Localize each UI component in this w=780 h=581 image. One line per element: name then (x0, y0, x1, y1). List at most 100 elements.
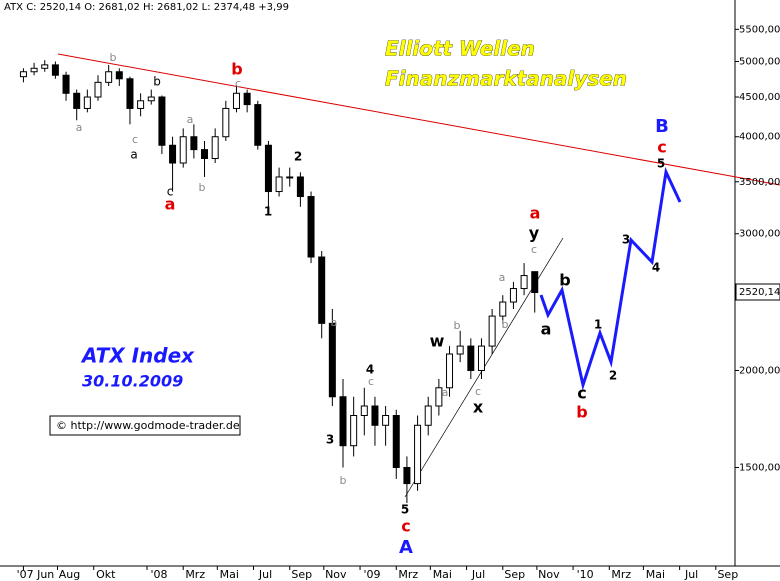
wave-label: b (199, 181, 206, 194)
candle-body (488, 315, 496, 347)
candle-body (531, 271, 539, 294)
x-tick-label: Mrz (398, 568, 418, 581)
candle-body (360, 405, 368, 417)
x-tick-label: Nov (325, 568, 347, 581)
candle-body (318, 256, 326, 324)
wave-label: 2 (294, 150, 302, 164)
x-tick-label: Sep (504, 568, 525, 581)
candle-body (371, 405, 379, 426)
candle-body (147, 96, 155, 102)
last-price-label: 2520,14 (739, 287, 780, 298)
wave-label: a (165, 195, 176, 214)
candle-body (509, 288, 517, 303)
wave-label: b (153, 75, 161, 89)
wave-label: a (530, 204, 541, 223)
x-tick-label: Okt (96, 568, 116, 581)
y-tick-label: 3000,00 (739, 229, 780, 240)
candle-body (83, 96, 91, 109)
x-tick-label: Mrz (185, 568, 205, 581)
candle-body (158, 96, 166, 146)
wave-label: 3 (622, 233, 630, 247)
wave-label: x (473, 398, 484, 417)
candle-body (477, 345, 485, 371)
x-tick-label: '07 Jun (17, 568, 55, 581)
candle-body (499, 301, 507, 317)
wave-label: c (235, 77, 241, 90)
wave-label: b (502, 318, 509, 331)
wave-label: c (401, 517, 410, 536)
candle-body (382, 415, 390, 426)
x-tick-label: '09 (364, 568, 381, 581)
candle-body (392, 415, 400, 468)
wave-label: a (499, 271, 506, 284)
x-tick-label: Nov (538, 568, 560, 581)
candle-body (51, 64, 59, 76)
wave-label: A (399, 537, 413, 558)
candle-body (254, 104, 262, 146)
x-tick-label: Jul (471, 568, 485, 581)
candle-body (201, 149, 209, 159)
candle-body (30, 67, 38, 73)
wave-label: c (577, 384, 586, 403)
candle-body (467, 345, 475, 371)
wave-label: 5 (401, 503, 409, 517)
candle-body (307, 196, 315, 258)
candle-body (275, 176, 283, 193)
candle-body (137, 100, 145, 109)
candle-body (126, 78, 134, 109)
index-label: ATX Index (80, 344, 195, 368)
candle-body (286, 176, 294, 179)
wave-label: b (454, 319, 461, 332)
x-tick-label: Jul (684, 568, 698, 581)
x-tick-label: Sep (291, 568, 312, 581)
y-tick-label: 4500,00 (739, 92, 780, 103)
candle-body (94, 81, 102, 98)
wave-projection (539, 166, 682, 391)
candle-body (19, 71, 27, 78)
candle-body (41, 64, 49, 69)
candle-body (456, 345, 464, 355)
trend-line (57, 53, 780, 186)
wave-label: 1 (594, 318, 602, 332)
candle-body (446, 353, 454, 389)
candle-body (105, 71, 113, 83)
candle-body (62, 74, 70, 94)
y-tick-label: 5500,00 (739, 24, 780, 35)
wave-label: c (657, 138, 666, 157)
y-tick-label: 2000,00 (739, 365, 780, 376)
candle-body (243, 92, 251, 106)
candle-body (350, 415, 358, 447)
y-tick-label: 4000,00 (739, 132, 780, 143)
header: ATX C: 2520,14 O: 2681,02 H: 2681,02 L: … (4, 2, 289, 13)
candle-body (264, 144, 272, 193)
wave-label: a (76, 121, 83, 134)
candle-body (403, 466, 411, 485)
y-tick-label: 1500,00 (739, 462, 780, 473)
x-tick-label: '08 (150, 568, 167, 581)
wave-label: b (340, 474, 347, 487)
candle-body (169, 144, 177, 164)
candle-body (520, 275, 528, 290)
candle-body (435, 387, 443, 407)
candle-body (232, 92, 240, 109)
x-tick-label: Mai (433, 568, 452, 581)
wave-label: b (559, 271, 570, 290)
wave-label: a (331, 316, 338, 329)
candle-body (211, 136, 219, 159)
wave-label: c (531, 243, 537, 256)
chart-title: Elliott Wellen (385, 37, 535, 61)
wave-label: a (187, 113, 194, 126)
wave-label: 4 (652, 261, 660, 275)
wave-label: 5 (657, 157, 665, 171)
copyright: © http://www.godmode-trader.de (56, 419, 240, 432)
wave-label: 4 (366, 363, 374, 377)
candle-body (414, 424, 422, 485)
x-tick-label: Aug (59, 568, 80, 581)
wave-label: y (529, 224, 540, 243)
candle-body (328, 322, 336, 398)
candle-body (222, 107, 230, 138)
x-tick-label: Mai (646, 568, 665, 581)
wave-label: a (541, 320, 552, 339)
x-tick-label: Mrz (611, 568, 631, 581)
